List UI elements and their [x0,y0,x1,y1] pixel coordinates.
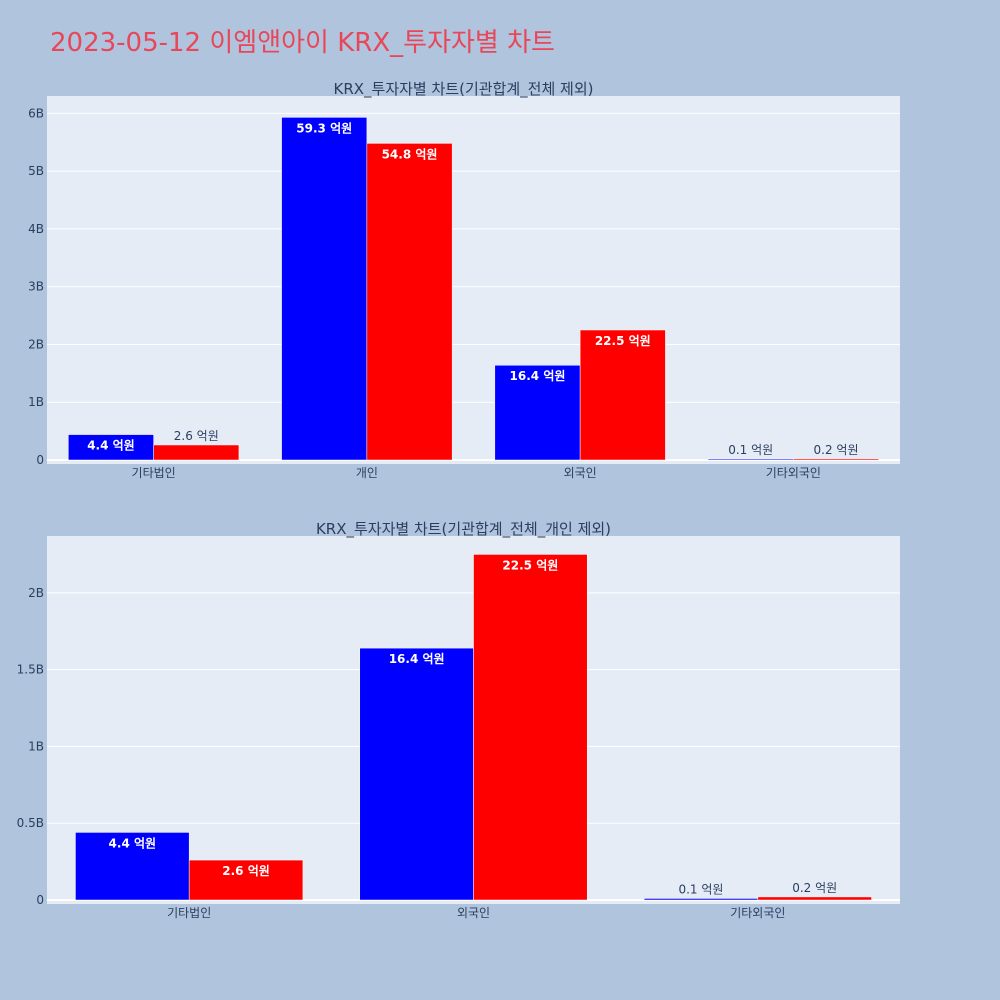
bar-value-label: 2.6 억원 [174,429,219,443]
bar [75,832,190,901]
x-tick-label: 기타외국인 [766,466,821,480]
bar-value-label: 16.4 억원 [510,369,566,383]
bar-value-label: 54.8 억원 [382,147,438,161]
bar-value-label: 0.1 억원 [728,443,773,457]
y-tick-label: 2B [28,586,44,600]
bar-chart-1: 0 1B 2B 3B 4B 5B 6B KRX_투자자별 차트(기관합계_전체 제외) 4.4 … [28,80,900,480]
x-tick-label: 기타외국인 [730,906,785,920]
bar [494,364,581,461]
y-tick-label: 5B [28,164,44,178]
bar [359,647,474,901]
bar-value-label: 0.2 억원 [814,443,859,457]
plot-area [47,96,900,464]
x-tick-label: 개인 [356,466,378,480]
chart-title: KRX_투자자별 차트(기관합계_전체_개인 제외) [316,520,611,539]
bar-value-label: 59.3 억원 [296,121,352,135]
bar [757,896,872,901]
y-tick-label: 1.5B [17,663,44,677]
bar [366,143,453,461]
y-tick-label: 2B [28,337,44,351]
y-tick-label: 0 [36,893,44,907]
bar-value-label: 2.6 억원 [222,864,270,878]
bar [793,458,879,461]
bar-value-label: 0.1 억원 [678,882,723,896]
y-tick-label: 0 [36,453,44,467]
chart-title: KRX_투자자별 차트(기관합계_전체 제외) [334,80,594,99]
bar [281,117,368,461]
y-tick-label: 1B [28,739,44,753]
bar-value-label: 0.2 억원 [792,881,837,895]
bar-chart-2: 0 0.5B 1B 1.5B 2B KRX_투자자별 차트(기관합계_전체_개인 제외) 4… [17,520,900,920]
bar-value-label: 4.4 억원 [109,836,157,850]
bar-value-label: 16.4 억원 [389,652,445,666]
bar [473,554,588,901]
x-tick-label: 외국인 [564,466,597,480]
y-tick-label: 6B [28,106,44,120]
bar-value-label: 22.5 억원 [502,558,558,572]
bar [707,458,794,461]
y-tick-label: 3B [28,280,44,294]
y-tick-label: 0.5B [17,816,44,830]
page-title: 2023-05-12 이엠앤아이 KRX_투자자별 차트 [50,28,555,58]
bar [643,898,759,901]
x-tick-label: 기타법인 [132,466,176,480]
bar-value-label: 4.4 억원 [87,439,135,453]
x-tick-label: 기타법인 [167,906,211,920]
bar [188,859,304,901]
bar-value-label: 22.5 억원 [595,334,651,348]
bar [579,329,666,461]
y-tick-label: 1B [28,395,44,409]
y-tick-label: 4B [28,222,44,236]
x-tick-label: 외국인 [457,906,490,920]
bar [153,444,240,461]
